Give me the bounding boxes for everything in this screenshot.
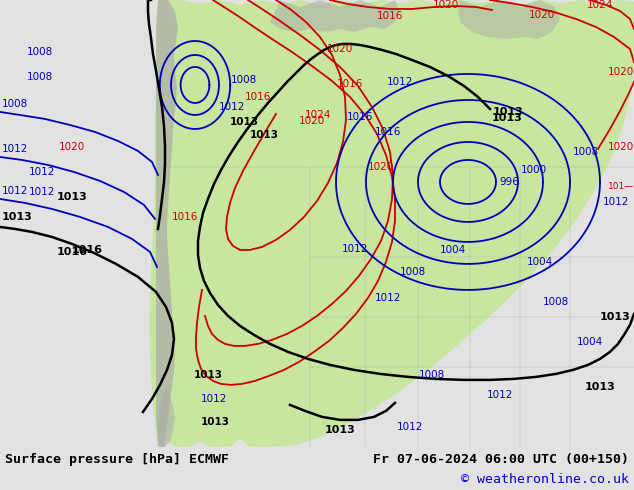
Text: 1013: 1013 [585, 382, 616, 392]
Text: 1024: 1024 [587, 0, 613, 10]
Text: 1016: 1016 [375, 127, 401, 137]
Text: 1008: 1008 [573, 147, 599, 157]
Text: 1016: 1016 [56, 247, 87, 257]
Text: 1012: 1012 [201, 394, 227, 404]
Text: 1016: 1016 [172, 212, 198, 222]
Text: 1013: 1013 [200, 417, 230, 427]
Text: 1013: 1013 [599, 312, 630, 322]
Text: Fr 07-06-2024 06:00 UTC (00+150): Fr 07-06-2024 06:00 UTC (00+150) [373, 453, 629, 466]
Text: 1012: 1012 [2, 186, 29, 196]
Text: 1012: 1012 [29, 167, 55, 177]
Text: 1008: 1008 [400, 267, 426, 277]
Polygon shape [156, 0, 178, 447]
Text: 1016: 1016 [347, 112, 373, 122]
Text: 1020: 1020 [59, 142, 85, 152]
Text: 1020: 1020 [529, 10, 555, 20]
Text: 1020: 1020 [299, 116, 325, 126]
Text: 1020: 1020 [608, 67, 634, 77]
Text: 1024: 1024 [305, 110, 331, 120]
Polygon shape [158, 389, 175, 447]
Text: 1008: 1008 [27, 47, 53, 57]
Text: 1012: 1012 [487, 390, 513, 400]
Text: 1013: 1013 [492, 113, 523, 123]
Text: 1008: 1008 [231, 75, 257, 85]
Text: 1013: 1013 [2, 212, 33, 222]
Text: 1008: 1008 [543, 297, 569, 307]
Text: 1016: 1016 [337, 79, 363, 89]
Text: 1000: 1000 [633, 205, 634, 215]
Text: 1013: 1013 [230, 117, 259, 127]
Text: 1012: 1012 [603, 197, 630, 207]
Polygon shape [149, 0, 634, 447]
Polygon shape [270, 0, 400, 32]
Text: 1012: 1012 [2, 144, 29, 154]
Text: © weatheronline.co.uk: © weatheronline.co.uk [461, 473, 629, 487]
Text: 1020: 1020 [327, 44, 353, 54]
Text: 1004: 1004 [527, 257, 553, 267]
Text: 1004: 1004 [440, 245, 466, 255]
Text: 1008: 1008 [419, 370, 445, 380]
Text: 1013: 1013 [493, 107, 524, 117]
Text: 1016: 1016 [72, 245, 103, 255]
Text: 1013: 1013 [325, 425, 356, 435]
Text: 1016: 1016 [377, 11, 403, 21]
Text: 1020: 1020 [368, 162, 394, 172]
Text: 1000: 1000 [633, 112, 634, 122]
Text: Surface pressure [hPa] ECMWF: Surface pressure [hPa] ECMWF [5, 453, 229, 466]
Text: 1012: 1012 [219, 102, 245, 112]
Text: 1013: 1013 [193, 370, 223, 380]
Text: 996: 996 [499, 177, 519, 187]
Text: 1013: 1013 [250, 130, 278, 140]
Text: 101—: 101— [608, 182, 634, 192]
Text: 1012: 1012 [387, 77, 413, 87]
Text: 1008: 1008 [2, 99, 29, 109]
Text: 1020: 1020 [608, 142, 634, 152]
Text: 1013: 1013 [56, 192, 87, 202]
Text: 1012: 1012 [375, 293, 401, 303]
Text: 1004: 1004 [577, 337, 603, 347]
Text: 1020: 1020 [433, 0, 459, 10]
Text: 1012: 1012 [397, 422, 423, 432]
Text: 1016: 1016 [245, 92, 271, 102]
Text: 1012: 1012 [29, 187, 55, 197]
Text: 1012: 1012 [342, 244, 368, 254]
Text: 1008: 1008 [27, 72, 53, 82]
Text: 1000: 1000 [521, 165, 547, 175]
Polygon shape [458, 0, 560, 39]
